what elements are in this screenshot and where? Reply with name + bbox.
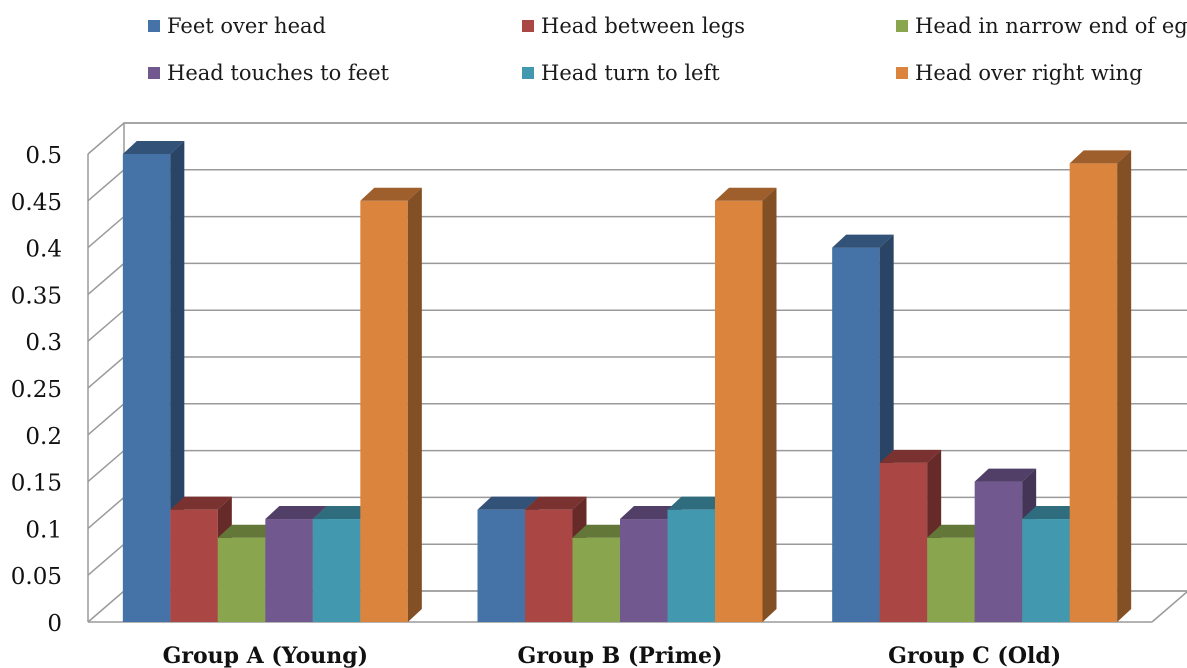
bar <box>879 449 942 622</box>
gridline <box>87 356 1187 389</box>
legend-label: Head between legs <box>541 14 746 38</box>
category-label: Group A (Young) <box>163 643 368 668</box>
y-tick-label: 0.4 <box>25 237 62 263</box>
y-tick-label: 0.15 <box>11 471 62 497</box>
gridline <box>87 262 1187 295</box>
y-tick-label: 0.5 <box>25 143 62 169</box>
bars-layer <box>122 141 1132 623</box>
bar <box>715 187 777 623</box>
legend-swatch <box>896 67 908 79</box>
y-tick-label: 0.3 <box>25 330 62 356</box>
gridline <box>87 309 1187 342</box>
legend-label: Head touches to feet <box>167 61 389 85</box>
y-tick-label: 0.35 <box>11 283 62 309</box>
legend-item: Head touches to feet <box>148 61 389 85</box>
legend-swatch <box>522 20 534 32</box>
y-tick-label: 0.1 <box>25 517 62 543</box>
gridline <box>87 215 1187 249</box>
legend-swatch <box>896 20 908 32</box>
legend-item: Head over right wing <box>896 61 1143 85</box>
y-tick-label: 0.05 <box>11 564 62 590</box>
bar <box>1069 150 1132 623</box>
labels-layer: 0 0.05 0.1 0.15 0.2 0.25 0.3 0.35 0.4 0.45 0.5 Grou… <box>11 143 1061 668</box>
y-tick-label: 0.45 <box>11 190 62 216</box>
bar <box>360 187 422 623</box>
gridline <box>87 169 1187 202</box>
gridline <box>87 122 1187 155</box>
legend-label: Head over right wing <box>915 61 1143 85</box>
y-tick-label: 0.2 <box>25 424 62 450</box>
legend-label: Feet over head <box>167 14 326 38</box>
gridline <box>87 403 1187 436</box>
y-tick-label: 0.25 <box>11 377 62 403</box>
legend-swatch <box>148 20 160 32</box>
legend-swatch <box>148 67 160 79</box>
legend-item: Head in narrow end of egg <box>896 14 1187 38</box>
floor-right-edge <box>1151 590 1187 623</box>
bar <box>122 141 185 622</box>
legend-item: Head turn to left <box>522 61 720 85</box>
legend-swatch <box>522 67 534 79</box>
legend-item: Feet over head <box>148 14 326 38</box>
category-label: Group B (Prime) <box>518 643 723 668</box>
category-label: Group C (Old) <box>888 643 1061 668</box>
legend-item: Head between legs <box>522 14 745 38</box>
legend-label: Head turn to left <box>541 61 720 85</box>
legend-label: Head in narrow end of egg <box>915 14 1187 38</box>
chart-legend: Feet over head Head between legs Head in n… <box>0 0 1187 100</box>
y-tick-label: 0 <box>47 611 62 637</box>
